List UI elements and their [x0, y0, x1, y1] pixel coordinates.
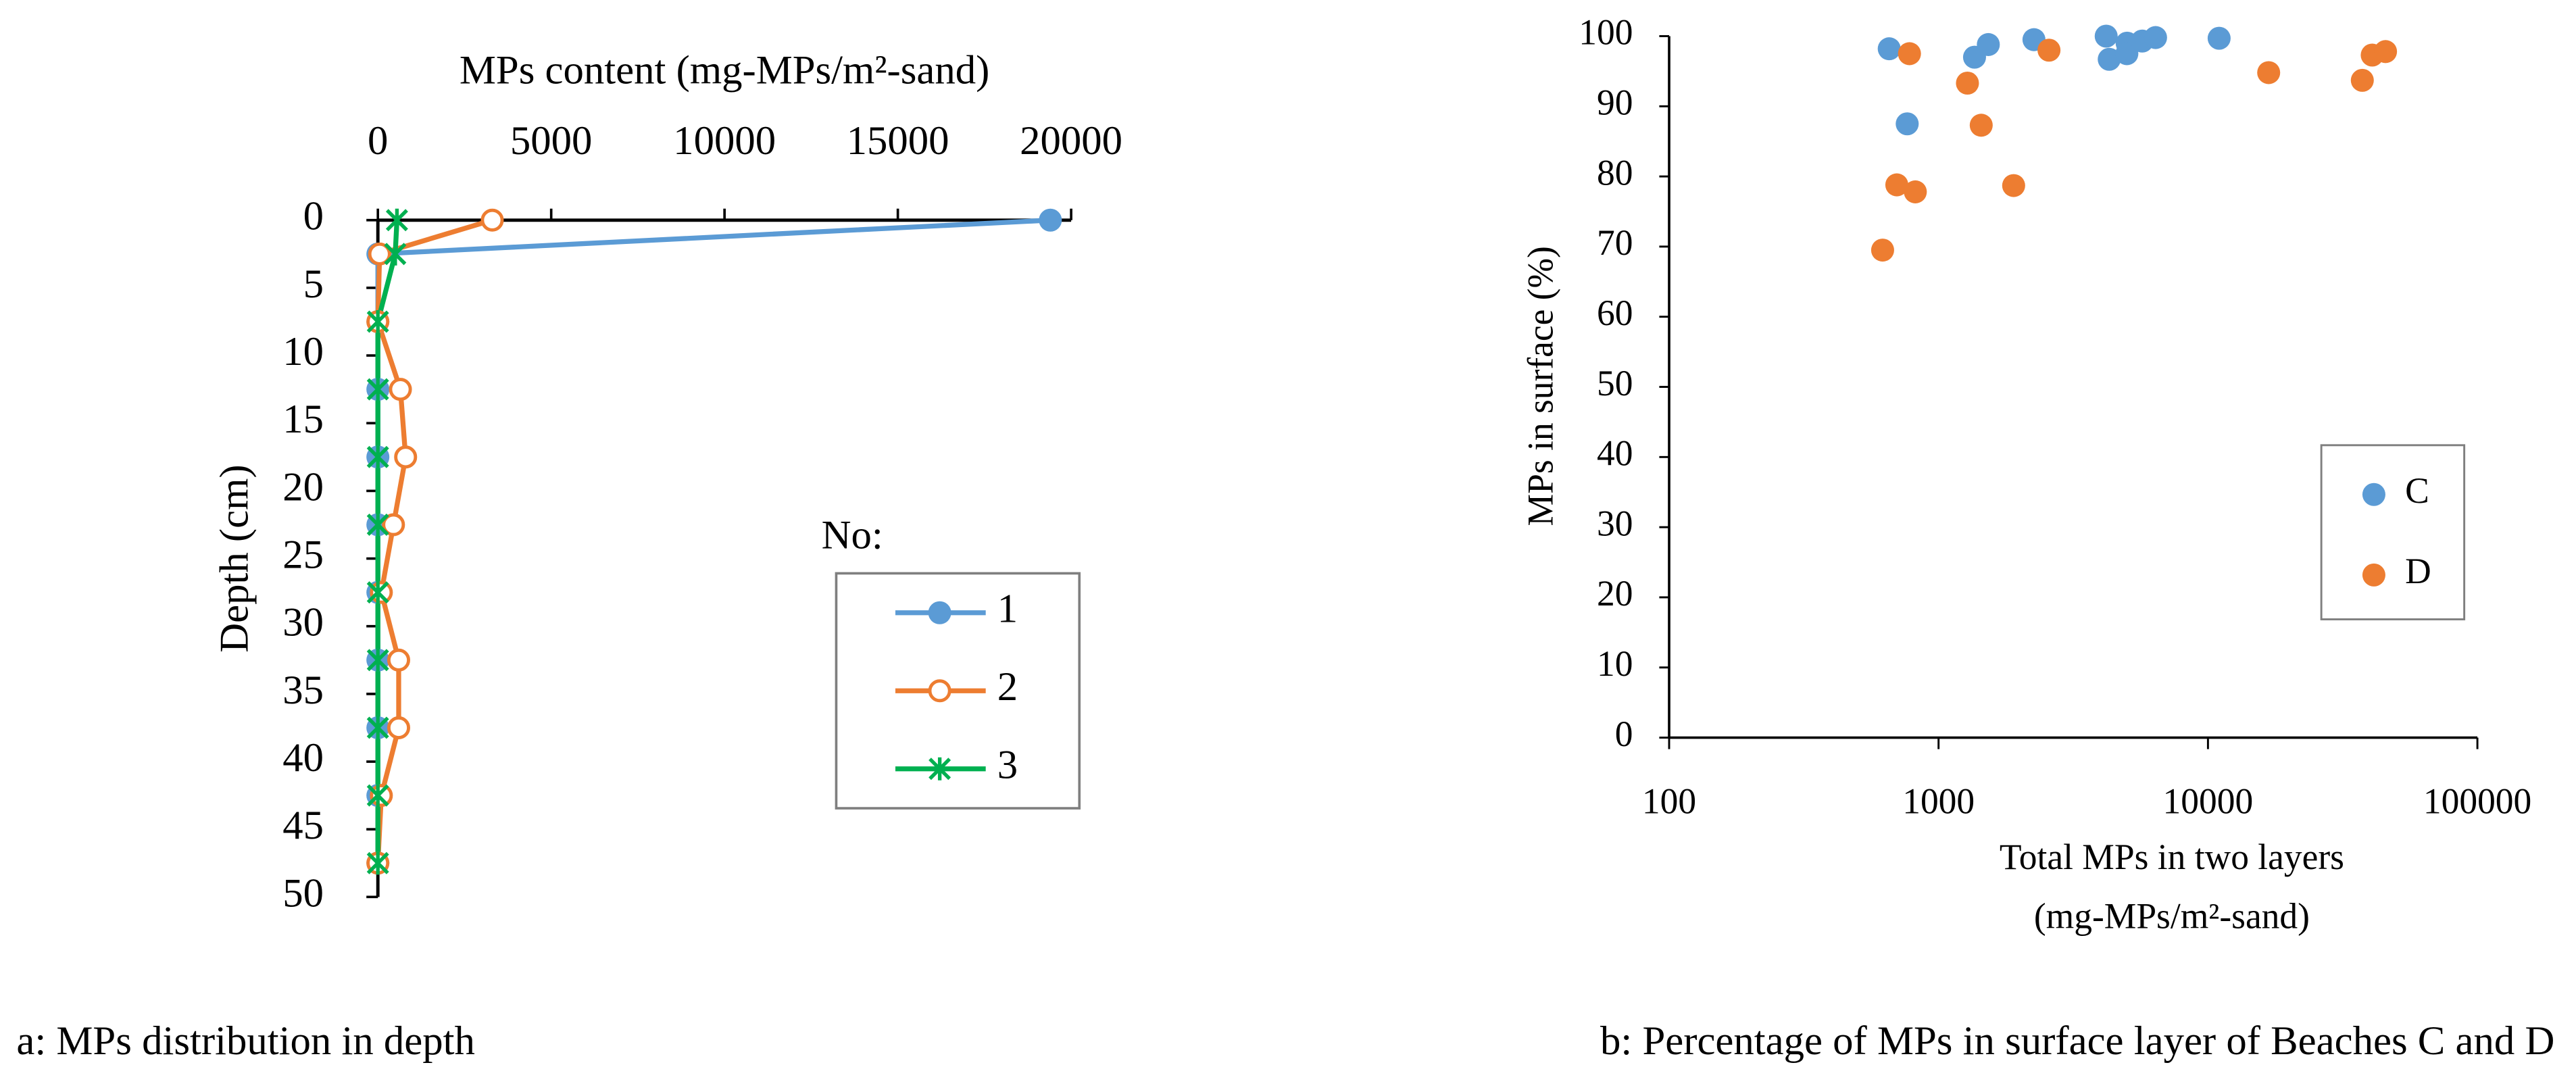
- marker: [366, 716, 389, 739]
- y-tick-label: 5: [303, 262, 324, 307]
- caption: a: MPs distribution in depth: [16, 1018, 475, 1064]
- x-tick-label: 15000: [847, 118, 949, 164]
- legend-label: 1: [997, 587, 1018, 632]
- x-tick-label: 0: [368, 118, 388, 164]
- marker: [389, 378, 412, 401]
- point: [2098, 47, 2121, 71]
- point: [2257, 61, 2281, 84]
- marker: [368, 242, 391, 266]
- point: [2350, 68, 2374, 92]
- marker: [366, 378, 389, 401]
- y-tick-label: 40: [1597, 433, 1633, 474]
- marker: [366, 309, 389, 334]
- point: [2374, 40, 2398, 64]
- y-tick-label: 35: [282, 668, 324, 713]
- point: [1977, 32, 2000, 56]
- y-tick-label: 0: [1615, 714, 1633, 754]
- legend-title: No:: [822, 512, 883, 558]
- point: [1904, 180, 1927, 203]
- marker: [370, 784, 393, 808]
- marker: [928, 757, 951, 781]
- point: [1896, 112, 1919, 136]
- marker: [366, 784, 389, 808]
- x-tick-label: 10000: [2163, 781, 2254, 821]
- x-tick-label: 10000: [673, 118, 776, 164]
- marker: [384, 242, 407, 266]
- y-tick-label: 20: [282, 464, 324, 510]
- legend-marker: [2362, 482, 2385, 506]
- legend-label: C: [2405, 470, 2429, 511]
- caption: b: Percentage of MPs in surface layer of…: [1600, 1018, 2554, 1064]
- y-axis-title: MPs in surface (%): [1520, 246, 1561, 526]
- marker: [480, 208, 504, 232]
- marker: [928, 601, 951, 624]
- y-tick-label: 80: [1597, 152, 1633, 193]
- x-tick-label: 5000: [510, 118, 593, 164]
- y-tick-label: 45: [282, 803, 324, 848]
- marker: [370, 580, 393, 604]
- y-tick-label: 25: [282, 532, 324, 578]
- x-axis-title: Total MPs in two layers: [2000, 837, 2344, 877]
- marker: [366, 648, 389, 672]
- chart-title: MPs content (mg-MPs/m²-sand): [460, 47, 990, 93]
- marker: [366, 851, 389, 875]
- point: [2002, 174, 2025, 197]
- point: [1877, 37, 1901, 61]
- y-tick-label: 15: [282, 397, 324, 442]
- marker: [366, 580, 389, 604]
- marker: [387, 716, 410, 739]
- point: [1956, 72, 1979, 95]
- legend-label: D: [2405, 551, 2431, 591]
- point: [2037, 39, 2061, 62]
- y-tick-label: 0: [303, 194, 324, 239]
- marker: [382, 513, 405, 537]
- point: [2115, 42, 2139, 66]
- x-tick-label: 100000: [2423, 781, 2531, 821]
- y-tick-label: 30: [282, 600, 324, 645]
- legend-label: 3: [997, 743, 1018, 788]
- point: [2144, 26, 2167, 49]
- y-tick-label: 90: [1597, 82, 1633, 123]
- marker: [1039, 208, 1062, 232]
- point: [1871, 239, 1894, 262]
- y-tick-label: 50: [282, 870, 324, 916]
- y-tick-label: 10: [282, 329, 324, 374]
- series-line: [375, 218, 493, 864]
- x-tick-label: 100: [1642, 781, 1696, 821]
- point: [2094, 24, 2118, 48]
- point: [1898, 42, 1921, 66]
- x-tick-label: 1000: [1902, 781, 1975, 821]
- y-axis-title: Depth (cm): [212, 464, 257, 652]
- point: [2207, 26, 2231, 50]
- y-tick-label: 40: [282, 735, 324, 781]
- y-tick-label: 100: [1579, 12, 1633, 53]
- marker: [928, 679, 951, 703]
- y-tick-label: 10: [1597, 643, 1633, 684]
- y-tick-label: 30: [1597, 503, 1633, 543]
- point: [1969, 114, 1993, 137]
- marker: [394, 445, 418, 469]
- marker: [385, 208, 408, 232]
- legend-box: [2320, 444, 2466, 620]
- y-tick-label: 60: [1597, 293, 1633, 333]
- x-tick-label: 20000: [1020, 118, 1122, 164]
- y-tick-label: 20: [1597, 573, 1633, 614]
- x-axis-title: (mg-MPs/m²-sand): [2034, 896, 2310, 937]
- legend-label: 2: [997, 664, 1018, 710]
- marker: [366, 513, 389, 537]
- marker: [387, 648, 410, 672]
- legend-marker: [2362, 563, 2385, 587]
- y-tick-label: 50: [1597, 363, 1633, 403]
- point: [1885, 173, 1908, 197]
- y-tick-label: 70: [1597, 222, 1633, 263]
- marker: [366, 445, 389, 469]
